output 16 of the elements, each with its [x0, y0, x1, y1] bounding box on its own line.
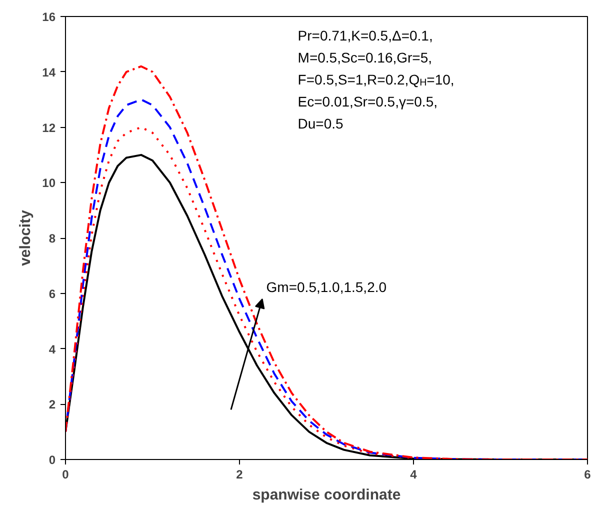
y-tick-label: 14 — [42, 65, 56, 80]
x-tick-label: 4 — [410, 468, 418, 482]
y-tick-label: 0 — [48, 453, 56, 467]
x-tick-label: 0 — [62, 468, 70, 482]
y-tick-label: 16 — [42, 10, 56, 24]
x-axis-title: spanwise coordinate — [252, 486, 401, 504]
y-tick-label: 8 — [48, 232, 56, 246]
y-axis-title: velocity — [17, 209, 34, 266]
annotation: Gm=0.5,1.0,1.5,2.0 — [266, 278, 387, 295]
y-tick-label: 12 — [42, 120, 56, 135]
y-tick-label: 10 — [42, 176, 56, 190]
x-tick-label: 2 — [236, 468, 244, 482]
y-tick-label: 2 — [48, 398, 56, 412]
y-tick-label: 6 — [48, 286, 56, 301]
x-tick-label: 6 — [584, 468, 592, 482]
y-tick-label: 4 — [48, 342, 56, 356]
